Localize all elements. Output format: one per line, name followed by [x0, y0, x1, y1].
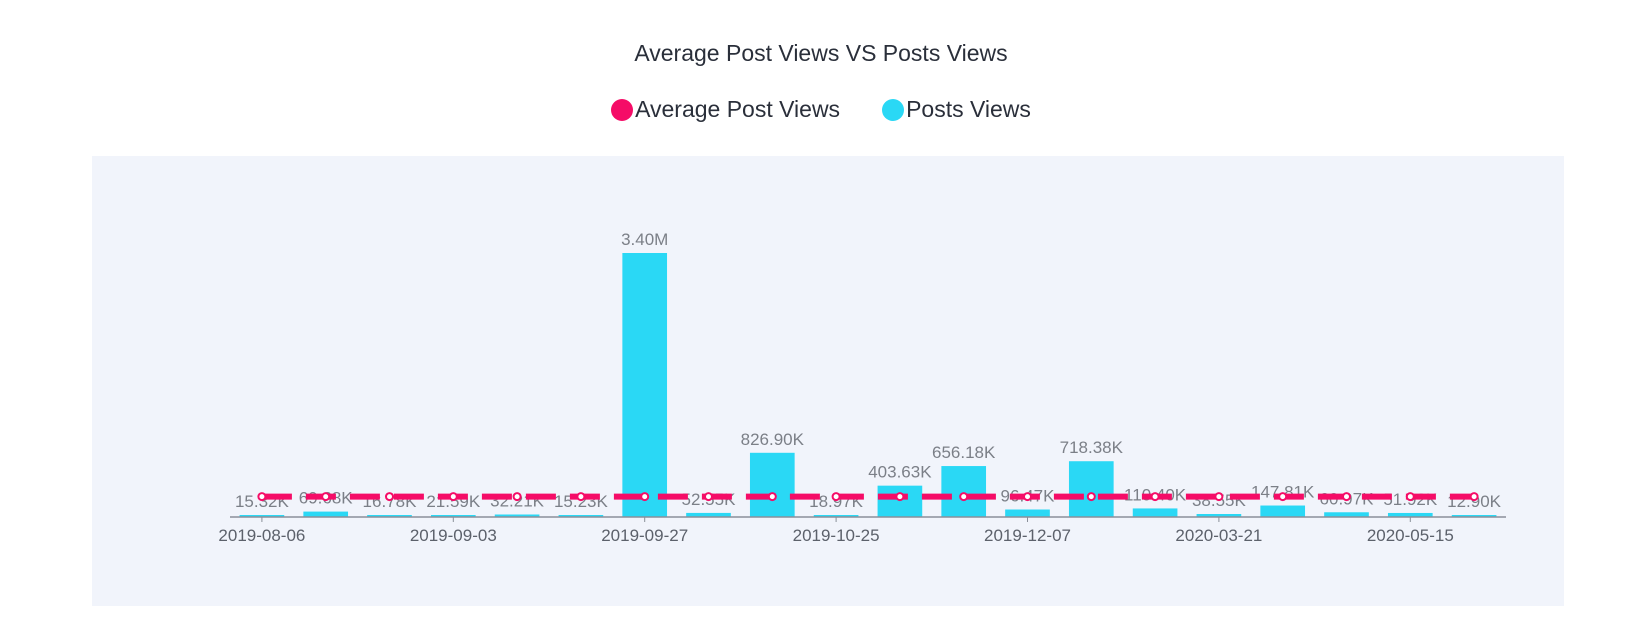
x-tick-label: 2019-08-06	[218, 526, 305, 545]
x-tick-label: 2019-12-07	[984, 526, 1071, 545]
average-point[interactable]	[257, 492, 267, 502]
bar[interactable]	[239, 515, 285, 517]
legend-label-posts-views: Posts Views	[906, 96, 1031, 122]
average-point[interactable]	[321, 492, 331, 502]
average-point[interactable]	[1469, 492, 1479, 502]
bar-value-label: 718.38K	[1060, 438, 1124, 457]
bar[interactable]	[1451, 515, 1497, 517]
average-point[interactable]	[895, 492, 905, 502]
bar[interactable]	[686, 512, 731, 517]
legend: Average Post Views Posts Views	[0, 96, 1642, 123]
average-point[interactable]	[831, 492, 841, 502]
x-tick-label: 2019-09-03	[410, 526, 497, 545]
x-tick-label: 2019-10-25	[793, 526, 880, 545]
average-point[interactable]	[1342, 492, 1351, 502]
bar[interactable]	[1005, 509, 1050, 517]
bar[interactable]	[367, 515, 412, 517]
average-point[interactable]	[767, 492, 777, 502]
bar-value-label: 3.40M	[621, 230, 668, 249]
x-tick-label: 2019-09-27	[601, 526, 688, 545]
x-tick-label: 2020-05-15	[1367, 526, 1454, 545]
bar[interactable]	[1324, 512, 1369, 517]
bar[interactable]	[1068, 461, 1114, 517]
bar-value-label: 656.18K	[932, 443, 996, 462]
bar-value-label: 403.63K	[868, 463, 932, 482]
x-tick-label: 2020-03-21	[1175, 526, 1262, 545]
bar[interactable]	[1196, 514, 1242, 517]
bar[interactable]	[1387, 512, 1433, 517]
legend-item-average-post-views[interactable]: Average Post Views	[611, 96, 840, 123]
bar[interactable]	[749, 452, 795, 517]
plot-area	[92, 156, 1564, 606]
bar[interactable]	[494, 514, 540, 517]
average-point[interactable]	[1278, 492, 1288, 502]
legend-label-average-post-views: Average Post Views	[635, 96, 841, 122]
average-point[interactable]	[640, 492, 650, 502]
legend-marker-posts-views	[882, 98, 905, 121]
average-point[interactable]	[1086, 492, 1096, 502]
average-point[interactable]	[1405, 492, 1415, 502]
bar[interactable]	[558, 515, 604, 517]
bar[interactable]	[622, 253, 668, 517]
average-point[interactable]	[448, 492, 458, 502]
bar[interactable]	[941, 466, 987, 517]
bar[interactable]	[1260, 505, 1306, 517]
chart-title: Average Post Views VS Posts Views	[634, 40, 1008, 66]
bar[interactable]	[813, 515, 859, 517]
average-point[interactable]	[1214, 492, 1224, 502]
average-point[interactable]	[385, 492, 394, 502]
average-point[interactable]	[959, 492, 969, 502]
average-point[interactable]	[576, 492, 586, 502]
average-point[interactable]	[1023, 492, 1032, 502]
average-point[interactable]	[1150, 492, 1160, 502]
legend-item-posts-views[interactable]: Posts Views	[882, 96, 1031, 123]
bar[interactable]	[430, 515, 476, 517]
bar-value-label: 826.90K	[741, 430, 805, 449]
bar[interactable]	[303, 511, 349, 517]
legend-marker-average-post-views	[611, 98, 634, 121]
bar[interactable]	[1132, 508, 1178, 517]
average-point[interactable]	[512, 492, 522, 502]
bar[interactable]	[877, 485, 923, 517]
average-point[interactable]	[704, 492, 713, 502]
